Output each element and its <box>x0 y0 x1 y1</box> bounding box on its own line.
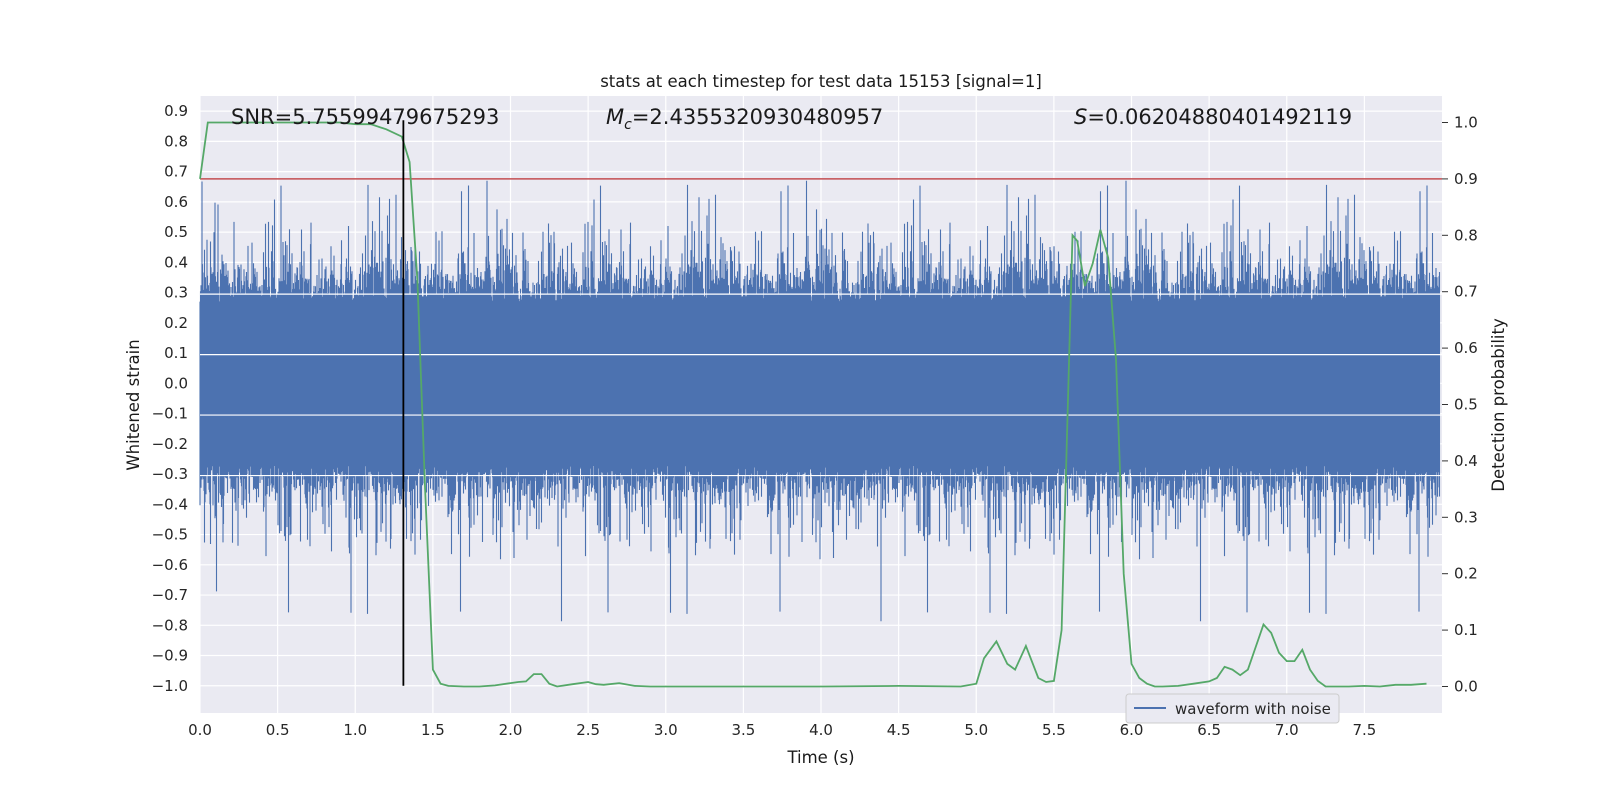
left-y-tick-label: 0.8 <box>164 132 188 150</box>
x-tick-label: 7.5 <box>1352 721 1376 739</box>
left-y-tick-label: 0.2 <box>164 314 188 332</box>
chart-title: stats at each timestep for test data 151… <box>600 72 1042 91</box>
x-tick-labels: 0.0 0.5 1.0 1.5 2.0 2.5 3.0 3.5 4.0 4.5 5.0 5.5 6.0 6… <box>188 721 1376 739</box>
s-annotation: S=0.06204880401492119 <box>1074 105 1352 129</box>
x-axis-label: Time (s) <box>786 748 854 767</box>
x-tick-label: 4.5 <box>887 721 911 739</box>
left-y-tick-label: −1.0 <box>152 677 188 695</box>
x-tick-label: 7.0 <box>1275 721 1299 739</box>
x-tick-label: 2.5 <box>576 721 600 739</box>
left-y-tick-label: 0.9 <box>164 102 188 120</box>
right-y-tick-label: 0.2 <box>1454 565 1478 583</box>
left-y-tick-label: 0.3 <box>164 284 188 302</box>
chirp-mass-subscript: c <box>624 117 632 133</box>
chirp-mass-symbol: M <box>606 105 624 129</box>
s-symbol: S <box>1074 105 1087 129</box>
x-tick-label: 1.0 <box>343 721 367 739</box>
left-y-tick-label: 0.6 <box>164 193 188 211</box>
legend-box <box>1125 693 1340 724</box>
left-y-tick-labels: 0.9 0.8 0.7 0.6 0.5 0.4 0.3 0.2 0.1 0.0 −0.1 −0.2 −0… <box>152 102 188 695</box>
left-y-tick-label: −0.5 <box>152 526 188 544</box>
chirp-mass-value: =2.4355320930480957 <box>632 105 883 129</box>
left-y-tick-label: −0.2 <box>152 435 188 453</box>
legend-label: waveform with noise <box>1175 700 1331 718</box>
left-y-tick-label: −0.4 <box>152 495 188 513</box>
x-tick-label: 4.0 <box>809 721 833 739</box>
x-tick-label: 2.0 <box>499 721 523 739</box>
waveform-series <box>199 180 1441 622</box>
legend: waveform with noise <box>1125 693 1340 724</box>
left-y-tick-label: 0.0 <box>164 374 188 392</box>
right-y-tick-label: 0.7 <box>1454 283 1478 301</box>
x-tick-label: 0.5 <box>266 721 290 739</box>
left-y-tick-label: −0.3 <box>152 465 188 483</box>
x-tick-label: 5.5 <box>1042 721 1066 739</box>
detection-probability-line <box>199 121 1427 688</box>
left-y-tick-label: −0.1 <box>152 405 188 423</box>
x-tick-label: 6.0 <box>1120 721 1144 739</box>
right-y-tick-label: 0.6 <box>1454 339 1478 357</box>
left-y-axis-label: Whitened strain <box>124 339 143 470</box>
left-y-tick-label: −0.8 <box>152 616 188 634</box>
left-y-tick-label: −0.9 <box>152 647 188 665</box>
x-tick-label: 1.5 <box>421 721 445 739</box>
right-y-tick-label: 0.0 <box>1454 677 1478 695</box>
s-value: =0.06204880401492119 <box>1087 105 1352 129</box>
right-y-tick-label: 0.8 <box>1454 226 1478 244</box>
right-y-tick-label: 0.1 <box>1454 621 1478 639</box>
x-tick-label: 0.0 <box>188 721 212 739</box>
left-y-tick-label: 0.4 <box>164 253 188 271</box>
left-y-tick-label: 0.5 <box>164 223 188 241</box>
x-tick-label: 5.0 <box>964 721 988 739</box>
x-tick-label: 3.0 <box>654 721 678 739</box>
right-y-tick-label: 0.5 <box>1454 396 1478 414</box>
left-y-tick-label: −0.6 <box>152 556 188 574</box>
right-y-tick-labels: 1.0 0.9 0.8 0.7 0.6 0.5 0.4 0.3 0.2 0.1 0.0 <box>1442 114 1478 695</box>
x-tick-label: 6.5 <box>1197 721 1221 739</box>
waveform-line <box>199 180 1441 622</box>
left-y-tick-label: 0.7 <box>164 163 188 181</box>
chirp-mass-annotation: Mc=2.4355320930480957 <box>606 105 883 133</box>
right-y-tick-label: 0.4 <box>1454 452 1478 470</box>
snr-annotation: SNR=5.75599479675293 <box>231 105 499 129</box>
right-y-tick-label: 0.9 <box>1454 170 1478 188</box>
right-y-axis-label: Detection probability <box>1489 318 1508 492</box>
overlay-lines <box>199 120 1442 688</box>
x-tick-label: 3.5 <box>731 721 755 739</box>
right-y-tick-label: 0.3 <box>1454 508 1478 526</box>
left-y-tick-label: 0.1 <box>164 344 188 362</box>
right-y-tick-label: 1.0 <box>1454 114 1478 132</box>
left-y-tick-label: −0.7 <box>152 586 188 604</box>
